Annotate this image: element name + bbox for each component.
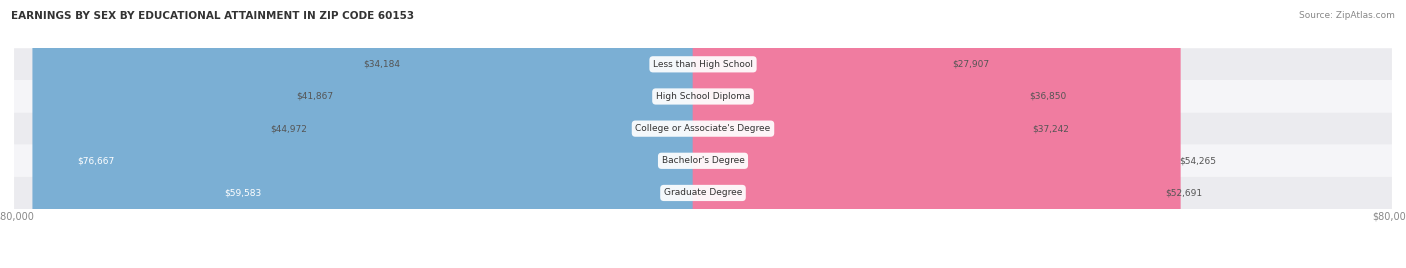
FancyBboxPatch shape <box>305 0 713 268</box>
Text: $41,867: $41,867 <box>297 92 333 101</box>
Text: $36,850: $36,850 <box>1029 92 1066 101</box>
FancyBboxPatch shape <box>332 0 713 268</box>
FancyBboxPatch shape <box>32 0 713 268</box>
Text: College or Associate's Degree: College or Associate's Degree <box>636 124 770 133</box>
FancyBboxPatch shape <box>398 0 713 268</box>
FancyBboxPatch shape <box>14 80 1392 113</box>
Text: $34,184: $34,184 <box>363 60 399 69</box>
FancyBboxPatch shape <box>693 0 1033 268</box>
Text: $27,907: $27,907 <box>952 60 988 69</box>
FancyBboxPatch shape <box>14 113 1392 145</box>
FancyBboxPatch shape <box>14 177 1392 209</box>
Text: EARNINGS BY SEX BY EDUCATIONAL ATTAINMENT IN ZIP CODE 60153: EARNINGS BY SEX BY EDUCATIONAL ATTAINMEN… <box>11 11 415 21</box>
FancyBboxPatch shape <box>693 0 953 268</box>
FancyBboxPatch shape <box>693 0 1031 268</box>
Text: High School Diploma: High School Diploma <box>655 92 751 101</box>
FancyBboxPatch shape <box>693 0 1181 268</box>
Text: Bachelor's Degree: Bachelor's Degree <box>662 156 744 165</box>
Text: Source: ZipAtlas.com: Source: ZipAtlas.com <box>1299 11 1395 20</box>
Text: $44,972: $44,972 <box>270 124 307 133</box>
FancyBboxPatch shape <box>14 145 1392 177</box>
Text: $76,667: $76,667 <box>77 156 114 165</box>
Text: $54,265: $54,265 <box>1178 156 1216 165</box>
Text: $59,583: $59,583 <box>225 188 262 198</box>
FancyBboxPatch shape <box>180 0 713 268</box>
FancyBboxPatch shape <box>693 0 1167 268</box>
Text: Graduate Degree: Graduate Degree <box>664 188 742 198</box>
Text: $52,691: $52,691 <box>1166 188 1202 198</box>
FancyBboxPatch shape <box>14 48 1392 80</box>
Text: Less than High School: Less than High School <box>652 60 754 69</box>
Text: $37,242: $37,242 <box>1032 124 1069 133</box>
